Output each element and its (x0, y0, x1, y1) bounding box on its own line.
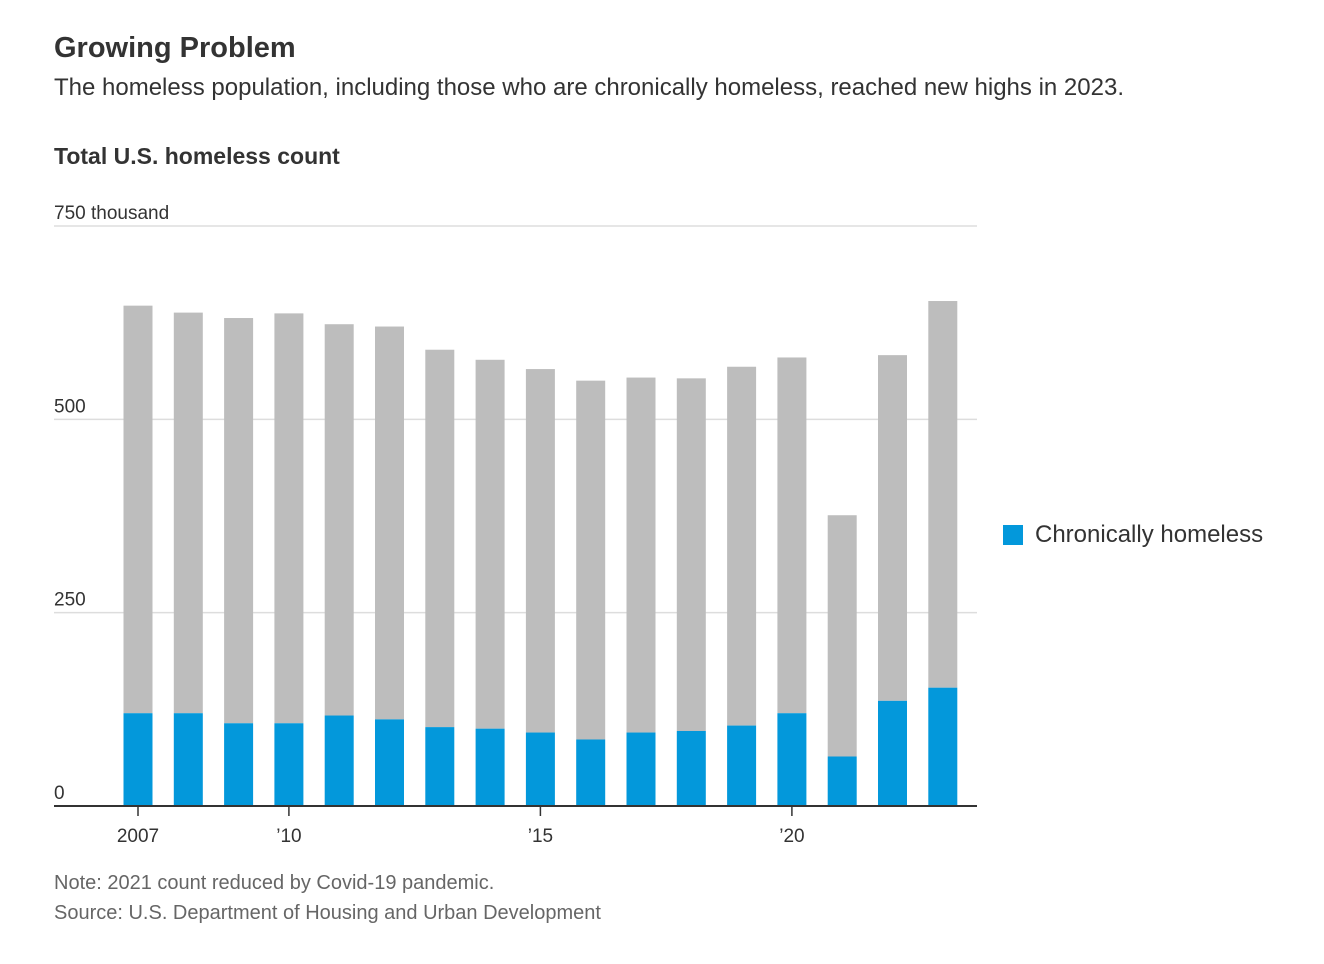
bars (123, 301, 958, 806)
x-tick-label: 2007 (117, 826, 159, 847)
legend: Chronically homeless (1003, 521, 1263, 549)
axes: 0 250 500 750 thousand 2007 ’10 ’15 ’20 (54, 203, 977, 847)
bar-total-2018 (676, 378, 706, 731)
bar-total-2015 (525, 369, 555, 733)
bar-total-2007 (123, 305, 153, 714)
bar-chronic-2012 (375, 719, 404, 806)
bar-total-2016 (576, 380, 606, 740)
y-tick-label: 750 thousand (54, 203, 169, 224)
y-tick-label: 0 (54, 783, 65, 804)
bar-chronic-2017 (626, 732, 656, 806)
legend-swatch (1003, 525, 1023, 545)
chart-note: Note: 2021 count reduced by Covid-19 pan… (54, 872, 495, 894)
bar-total-2019 (727, 366, 757, 726)
bar-chronic-2011 (324, 715, 354, 806)
x-tick-label: ’20 (779, 826, 804, 847)
bar-total-2022 (878, 355, 907, 701)
bar-chronic-2015 (525, 732, 555, 806)
bar-chronic-2008 (173, 713, 203, 806)
bar-total-2014 (475, 359, 505, 729)
bar-chronic-2021 (827, 756, 857, 806)
bar-total-2023 (928, 301, 958, 688)
x-tick-label: ’15 (528, 826, 553, 847)
bar-chronic-2014 (475, 728, 505, 806)
bar-total-2011 (324, 324, 354, 716)
bar-total-2020 (777, 357, 807, 714)
bar-chronic-2013 (425, 727, 455, 806)
bar-chronic-2019 (727, 725, 757, 806)
bar-chronic-2016 (576, 739, 606, 806)
bar-total-2010 (274, 313, 304, 724)
chart-subtitle: The homeless population, including those… (54, 74, 1124, 101)
bar-chronic-2022 (878, 700, 907, 806)
bar-chronic-2009 (224, 723, 254, 806)
chart-title: Growing Problem (54, 32, 296, 64)
gridlines (54, 225, 977, 614)
bar-total-2012 (375, 326, 404, 720)
bar-chronic-2010 (274, 723, 304, 806)
bar-total-2008 (173, 312, 203, 714)
panel-title: Total U.S. homeless count (54, 143, 340, 169)
bar-chronic-2020 (777, 713, 807, 806)
bar-total-2017 (626, 377, 656, 733)
bar-chronic-2007 (123, 713, 153, 806)
y-tick-label: 500 (54, 396, 86, 417)
bar-chronic-2023 (928, 687, 958, 806)
bar-total-2021 (827, 515, 857, 757)
legend-label: Chronically homeless (1035, 521, 1264, 548)
x-tick-label: ’10 (276, 826, 301, 847)
chart-source: Source: U.S. Department of Housing and U… (54, 902, 601, 924)
bar-total-2013 (425, 349, 455, 728)
bar-chronic-2018 (676, 730, 706, 806)
y-tick-label: 250 (54, 590, 86, 611)
bar-total-2009 (224, 318, 254, 724)
